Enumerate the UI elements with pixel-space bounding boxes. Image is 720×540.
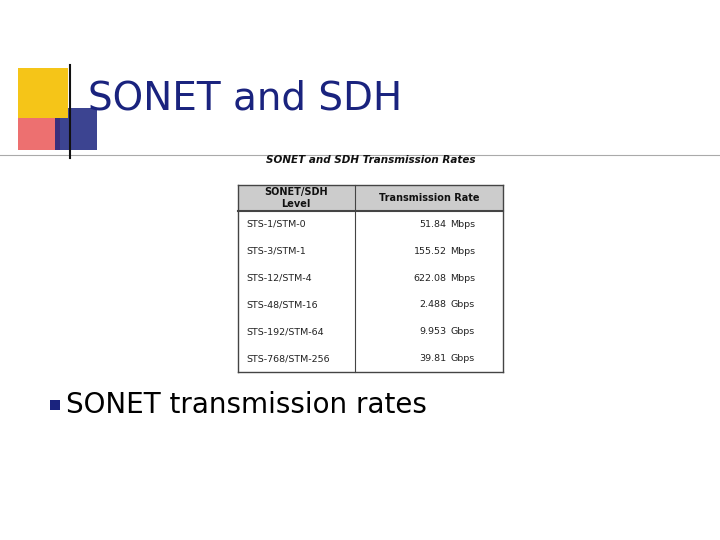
Text: Gbps: Gbps — [451, 300, 475, 309]
FancyBboxPatch shape — [18, 68, 68, 118]
Text: 39.81: 39.81 — [420, 354, 446, 363]
Text: STS-192/STM-64: STS-192/STM-64 — [246, 327, 323, 336]
FancyBboxPatch shape — [18, 108, 60, 150]
Text: 9.953: 9.953 — [420, 327, 446, 336]
Text: SONET and SDH: SONET and SDH — [88, 79, 402, 117]
Text: Gbps: Gbps — [451, 354, 475, 363]
Text: Mbps: Mbps — [451, 247, 476, 256]
Text: SONET and SDH Transmission Rates: SONET and SDH Transmission Rates — [266, 155, 475, 165]
Text: SONET transmission rates: SONET transmission rates — [66, 391, 427, 419]
Text: STS-12/STM-4: STS-12/STM-4 — [246, 274, 312, 282]
Text: STS-1/STM-0: STS-1/STM-0 — [246, 220, 305, 229]
Text: Mbps: Mbps — [451, 220, 476, 229]
Text: STS-48/STM-16: STS-48/STM-16 — [246, 300, 318, 309]
Text: SONET/SDH
Level: SONET/SDH Level — [264, 187, 328, 209]
Text: Mbps: Mbps — [451, 274, 476, 282]
Text: Gbps: Gbps — [451, 327, 475, 336]
FancyBboxPatch shape — [55, 108, 97, 150]
FancyBboxPatch shape — [238, 185, 503, 211]
Text: 622.08: 622.08 — [413, 274, 446, 282]
Text: 2.488: 2.488 — [420, 300, 446, 309]
Text: 51.84: 51.84 — [420, 220, 446, 229]
Text: STS-768/STM-256: STS-768/STM-256 — [246, 354, 330, 363]
FancyBboxPatch shape — [50, 400, 60, 410]
Text: STS-3/STM-1: STS-3/STM-1 — [246, 247, 306, 256]
Text: 155.52: 155.52 — [413, 247, 446, 256]
Text: Transmission Rate: Transmission Rate — [379, 193, 479, 203]
